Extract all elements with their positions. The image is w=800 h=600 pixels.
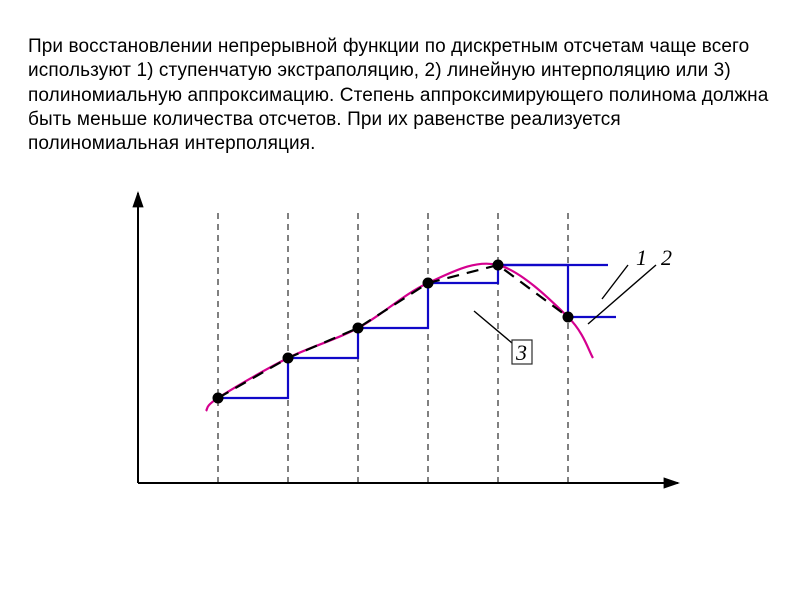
- svg-text:1: 1: [636, 245, 647, 270]
- svg-text:2: 2: [661, 245, 672, 270]
- interpolation-chart: 12 3: [98, 183, 698, 503]
- description-text: При восстановлении непрерывной функции п…: [28, 35, 772, 157]
- svg-text:3: 3: [515, 340, 527, 365]
- chart-container: 12 3: [28, 183, 772, 503]
